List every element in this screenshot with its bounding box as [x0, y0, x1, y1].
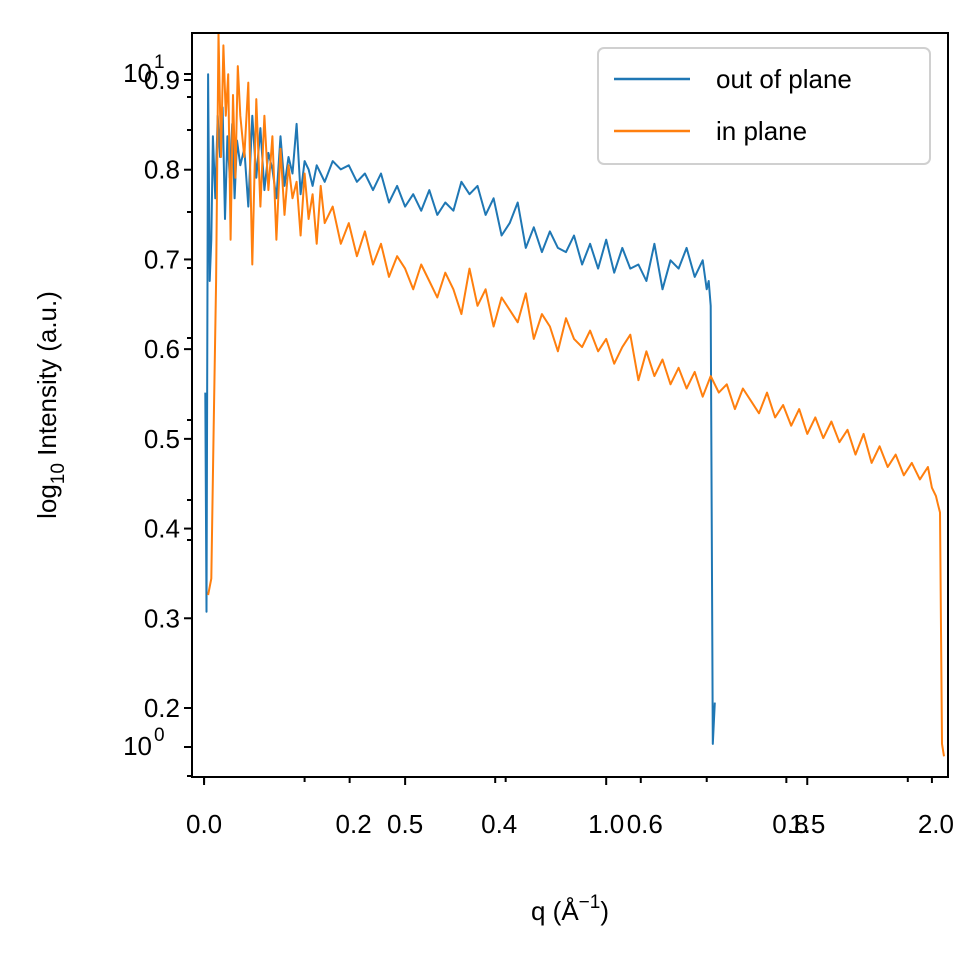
- x-axis-label-close: ): [600, 896, 609, 926]
- y-log-tick-exponent: 1: [154, 52, 165, 73]
- x-axis-label-sup: −1: [579, 892, 601, 913]
- y-tick-label: 0.5: [144, 424, 180, 454]
- y-tick-label: 0.8: [144, 155, 180, 185]
- y-tick-label: 0.4: [144, 514, 180, 544]
- y-tick-label: 0.7: [144, 244, 180, 274]
- x-tick-label: 0.5: [387, 809, 423, 839]
- series-layer: [204, 32, 945, 757]
- x-axis-ticks: 0.0 0.5 1.0 1.5 0.2 0.4 0.6 0.8 2.0: [186, 777, 954, 839]
- legend-box: [597, 47, 931, 165]
- legend: out of plane in plane: [597, 47, 931, 165]
- legend-label-in-plane: in plane: [716, 116, 807, 146]
- y-axis-label-sub: 10: [48, 463, 69, 484]
- x-axis-label-main: q (Å: [531, 896, 579, 926]
- y-tick-label: 0.6: [144, 334, 180, 364]
- x-axis-label: q (Å−1): [531, 892, 609, 926]
- series-line-in-plane: [207, 32, 945, 757]
- x-ghost-tick-label: 0.8: [772, 809, 808, 839]
- y-tick-label: 0.2: [144, 693, 180, 723]
- x-ghost-tick-label: 0.2: [336, 809, 372, 839]
- x-ghost-tick-label: 2.0: [918, 809, 954, 839]
- y-axis-label: log10 Intensity (a.u.): [32, 291, 69, 519]
- x-ghost-tick-label: 0.6: [627, 809, 663, 839]
- x-tick-label: 1.5: [789, 809, 825, 839]
- legend-label-out-of-plane: out of plane: [716, 64, 852, 94]
- x-ghost-tick-label: 0.4: [481, 809, 517, 839]
- y-axis-label-rest: Intensity (a.u.): [32, 291, 62, 463]
- axes-frame: [191, 32, 949, 778]
- y-tick-label: 0.9: [144, 65, 180, 95]
- y-log-tick-label: 10: [123, 731, 152, 761]
- x-tick-label: 0.0: [186, 809, 222, 839]
- x-tick-label: 1.0: [588, 809, 624, 839]
- y-log-tick-exponent: 0: [154, 725, 165, 746]
- y-tick-label: 0.3: [144, 603, 180, 633]
- y-axis-label-main: log: [32, 484, 62, 519]
- y-log-tick-label: 10: [123, 58, 152, 88]
